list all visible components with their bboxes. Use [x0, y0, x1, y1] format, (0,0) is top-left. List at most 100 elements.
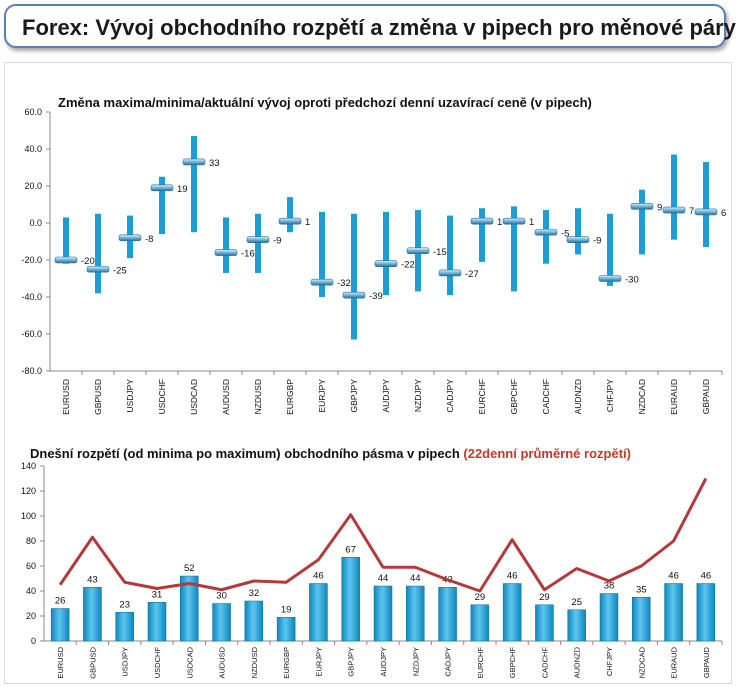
day-range-bar-usdcad [180, 575, 199, 642]
day-range-label-usdcad: 52 [184, 563, 195, 574]
range-bar-nzdusd [255, 213, 261, 273]
chart1-x-label-gbpjpy: GBPJPY [349, 379, 359, 413]
day-range-label-eurgbp: 19 [281, 604, 292, 615]
current-label-gbpchf: 1 [529, 217, 534, 228]
chart1-x-label-usdjpy: USDJPY [125, 379, 135, 413]
chart1-x-label-usdchf: USDCHF [157, 379, 167, 414]
chart2-x-label-nzdusd: NZDUSD [250, 646, 259, 678]
chart2-y-tick-label: 20 [26, 611, 36, 621]
avg-range-line [58, 477, 708, 593]
chart1-x-label-chfjpy: CHFJPY [605, 379, 615, 412]
day-range-label-gbpusd: 43 [87, 574, 98, 585]
chart2-x-label-euraud: EURAUD [670, 646, 679, 678]
chart2-x-label-gbpchf: GBPCHF [508, 647, 517, 679]
day-range-bar-chfjpy [599, 593, 619, 642]
current-label-nzdcad: 9 [657, 202, 662, 213]
page-title: Forex: Vývoj obchodního rozpětí a změna … [22, 15, 736, 40]
chart2-y-tick-label: 120 [21, 486, 36, 496]
chart1-x-label-audnzd: AUDNZD [573, 379, 583, 414]
day-range-bar-cadchf [535, 604, 554, 642]
chart2-x-label-usdchf: USDCHF [153, 647, 162, 679]
current-marker-gbpaud [694, 208, 718, 216]
current-label-usdjpy: -8 [145, 234, 153, 245]
range-bar-cadchf [543, 210, 549, 264]
current-label-gbpaud: 6 [721, 208, 726, 219]
current-label-audjpy: -22 [401, 260, 415, 271]
chart1-x-label-cadchf: CADCHF [541, 379, 551, 414]
chart2-x-label-nzdcad: NZDCAD [637, 646, 646, 678]
chart1-x-label-usdcad: USDCAD [189, 379, 199, 415]
day-range-bar-audjpy [373, 585, 393, 642]
range-bar-nzdcad [639, 189, 645, 255]
day-range-label-nzdjpy: 44 [410, 573, 421, 584]
chart2-y-tick-label: 0 [31, 636, 36, 646]
chart1-x-label-gbpaud: GBPAUD [701, 379, 711, 414]
current-label-gbpjpy: -39 [369, 291, 383, 302]
range-bar-eurusd [63, 217, 69, 264]
range-bar-audjpy [383, 211, 389, 296]
day-range-bar-nzdusd [244, 600, 264, 642]
day-range-label-eurusd: 26 [55, 596, 66, 607]
current-marker-chfjpy [598, 275, 622, 282]
chart1-y-tick-label: -20.0 [21, 255, 42, 265]
chart2-x-label-audnzd: AUDNZD [573, 646, 582, 678]
chart2-x-label-eurusd: EURUSD [56, 646, 65, 678]
chart1-y-tick-label: -40.0 [21, 292, 42, 302]
range-bar-line-chart: Dnešní rozpětí (od minima po maximum) ob… [21, 446, 723, 679]
chart1-y-tick-label: 60.0 [24, 107, 42, 117]
current-marker-usdjpy [118, 234, 142, 242]
day-range-label-audusd: 30 [216, 591, 227, 602]
current-marker-audjpy [374, 260, 398, 268]
day-range-label-cadchf: 29 [539, 592, 550, 603]
chart2-x-label-eurjpy: EURJPY [314, 647, 323, 677]
day-range-bar-nzdcad [632, 597, 651, 642]
current-label-cadjpy: -27 [465, 269, 479, 280]
current-label-usdcad: 33 [209, 158, 220, 169]
current-marker-eurjpy [310, 278, 334, 286]
day-range-label-chfjpy: 38 [604, 581, 615, 592]
day-range-bar-eurchf [470, 604, 490, 642]
day-range-bar-gbpchf [502, 583, 522, 642]
chart1-x-label-eurgbp: EURGBP [285, 379, 295, 415]
chart2-x-label-nzdjpy: NZDJPY [411, 647, 420, 676]
day-range-label-audnzd: 25 [571, 597, 582, 608]
chart1-x-label-eurjpy: EURJPY [317, 379, 327, 413]
current-label-chfjpy: -30 [625, 275, 639, 286]
day-range-bar-eurjpy [309, 583, 328, 642]
current-marker-cadchf [534, 228, 558, 236]
chart2-x-label-eurchf: EURCHF [476, 647, 485, 679]
range-bar-usdcad [191, 136, 197, 233]
current-marker-gbpchf [502, 217, 526, 225]
range-bar-audusd [223, 217, 229, 273]
current-marker-eurgbp [278, 217, 302, 225]
chart1-x-label-gbpchf: GBPCHF [509, 379, 519, 414]
current-marker-cadjpy [438, 269, 462, 277]
current-label-usdchf: 19 [177, 184, 188, 195]
chart2-title-highlight: (22denní průměrné rozpětí) [463, 446, 631, 461]
range-bar-gbpusd [95, 213, 101, 294]
day-range-label-nzdusd: 32 [249, 588, 260, 599]
chart2-y-tick-label: 80 [26, 536, 36, 546]
day-range-bar-audusd [212, 603, 231, 642]
current-marker-usdcad [182, 158, 206, 166]
chart2-x-label-cadchf: CADCHF [540, 647, 549, 679]
day-range-bar-eurusd [50, 608, 70, 642]
day-range-label-usdchf: 31 [152, 589, 163, 600]
chart1-x-label-audjpy: AUDJPY [381, 379, 391, 413]
current-label-nzdjpy: -15 [433, 247, 447, 258]
range-bar-eurjpy [319, 211, 325, 297]
chart2-y-tick-label: 40 [26, 586, 36, 596]
day-range-label-usdjpy: 23 [119, 599, 130, 610]
chart2-x-label-usdcad: USDCAD [185, 646, 194, 678]
current-marker-audusd [214, 249, 238, 256]
day-range-label-euraud: 46 [668, 571, 679, 582]
chart1-x-label-eurusd: EURUSD [61, 379, 71, 415]
day-range-label-audjpy: 44 [378, 573, 389, 584]
chart2-x-label-eurgbp: EURGBP [282, 647, 291, 679]
current-marker-audnzd [566, 236, 590, 243]
chart2-x-label-usdjpy: USDJPY [121, 647, 130, 677]
range-bar-gbpchf [511, 206, 517, 292]
chart1-y-tick-label: -80.0 [21, 366, 42, 376]
day-range-bar-gbpjpy [341, 557, 360, 642]
